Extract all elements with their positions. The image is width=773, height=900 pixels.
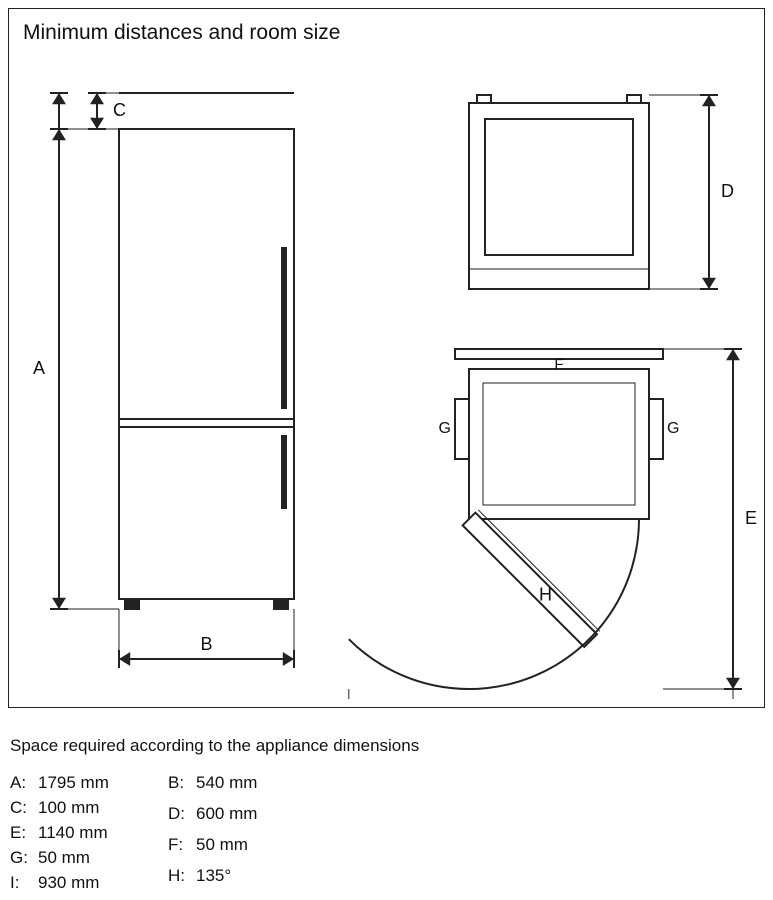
svg-text:G: G xyxy=(439,420,451,437)
legend-val: 600 mm xyxy=(196,803,286,832)
svg-text:H: H xyxy=(539,584,552,604)
svg-text:A: A xyxy=(33,358,45,378)
diagram-title: Minimum distances and room size xyxy=(23,21,340,45)
svg-text:E: E xyxy=(745,508,757,528)
legend-key: D: xyxy=(168,803,196,832)
legend-val: 50 mm xyxy=(38,847,128,870)
legend-val: 1140 mm xyxy=(38,822,128,845)
legend-key: C: xyxy=(10,797,38,820)
legend-val: 135° xyxy=(196,865,286,894)
legend-key: G: xyxy=(10,847,38,870)
legend-title: Space required according to the applianc… xyxy=(10,735,419,758)
svg-text:F: F xyxy=(554,356,563,373)
legend-val: 100 mm xyxy=(38,797,128,820)
legend-key: B: xyxy=(168,772,196,801)
legend-val: 50 mm xyxy=(196,834,286,863)
svg-text:C: C xyxy=(113,100,126,120)
legend-key: A: xyxy=(10,772,38,795)
legend-key: F: xyxy=(168,834,196,863)
legend-val: 540 mm xyxy=(196,772,286,801)
legend-key: E: xyxy=(10,822,38,845)
legend-val: 930 mm xyxy=(38,872,128,895)
legend-key: I: xyxy=(10,872,38,895)
legend: Space required according to the applianc… xyxy=(10,735,419,895)
svg-text:B: B xyxy=(200,634,212,654)
svg-text:D: D xyxy=(721,181,734,201)
legend-val: 1795 mm xyxy=(38,772,128,795)
svg-text:G: G xyxy=(667,420,679,437)
diagram-canvas: ACBDFGGHEI xyxy=(9,59,766,699)
legend-key: H: xyxy=(168,865,196,894)
